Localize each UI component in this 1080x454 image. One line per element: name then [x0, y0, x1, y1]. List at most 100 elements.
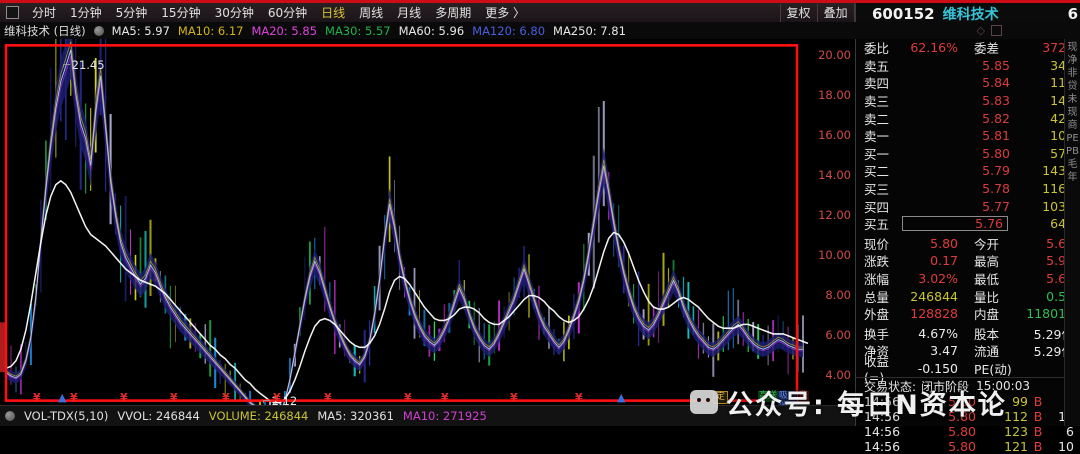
yuan-marker-icon[interactable]: ¥: [222, 391, 230, 404]
period-60min[interactable]: 60分钟: [267, 5, 308, 20]
ask-row-2[interactable]: 卖二 5.82 426: [856, 109, 1080, 127]
high-price-annotation: ⌐21.45: [62, 58, 105, 72]
tick-count: 6: [1066, 424, 1074, 440]
stock-code-tail: 6: [1067, 5, 1078, 23]
volume-value: VOLUME: 246844: [208, 409, 309, 423]
action-fuquan[interactable]: 复权: [779, 3, 817, 22]
bid-row-4[interactable]: 买四 5.77 1032: [856, 197, 1080, 215]
vol-indicator-name: VOL-TDX(5,10): [24, 409, 109, 423]
period-monthly[interactable]: 月线: [397, 5, 422, 20]
tick-volume: 112: [1004, 409, 1028, 425]
period-15min[interactable]: 15分钟: [161, 5, 201, 20]
extra-metrics-column[interactable]: 现 净 非 贷 未 现 商 PE PB 毛 年: [1064, 39, 1080, 426]
trade-status-label: 交易状态:: [864, 379, 917, 394]
stock-code: 600152: [872, 5, 935, 23]
candlestick-canvas[interactable]: [0, 39, 855, 426]
fundamental-value: -0.150: [917, 360, 958, 376]
bid-row-1[interactable]: 买一 5.80 571: [856, 145, 1080, 163]
stat-value: 246844: [910, 288, 958, 304]
period-multi[interactable]: 多周期: [435, 5, 472, 20]
yuan-marker-icon[interactable]: ¥: [404, 391, 412, 404]
vol-ma10: MA10: 271925: [402, 409, 487, 423]
period-daily[interactable]: 日线: [321, 5, 346, 20]
ask-price: 5.84: [982, 75, 1010, 91]
ma120-value: MA120: 6.80: [472, 23, 546, 38]
bid-price: 5.80: [982, 145, 1010, 161]
ask-price: 5.82: [982, 110, 1010, 126]
yuan-marker-icon[interactable]: ¥: [273, 391, 281, 404]
marker-badge-ding[interactable]: 定: [713, 391, 729, 404]
diamond-icon[interactable]: ◇: [976, 24, 985, 37]
yuan-marker-icon[interactable]: ¥: [70, 391, 78, 404]
period-button-group: 分时 1分钟 5分钟 15分钟 30分钟 60分钟 日线 周线 月线 多周期 更…: [0, 3, 532, 22]
yuan-marker-icon[interactable]: ¥: [33, 391, 41, 404]
tick-count: 10: [1058, 439, 1074, 454]
ask-row-4[interactable]: 卖四 5.84 117: [856, 74, 1080, 92]
fundamental-label: 股本: [974, 326, 1000, 342]
bid-row-5[interactable]: 买五 5.76 646: [856, 215, 1080, 233]
ma60-value: MA60: 5.96: [398, 23, 465, 38]
ask-row-3[interactable]: 卖三 5.83 144: [856, 92, 1080, 110]
stat-label: 涨幅: [864, 272, 890, 288]
dropdown-circle-icon[interactable]: [93, 25, 104, 36]
stat-label: 总量: [864, 289, 890, 305]
ask-price: 5.83: [982, 93, 1010, 109]
stat-label: 最高: [974, 254, 1000, 270]
bid-row-2[interactable]: 买二 5.79 1438: [856, 162, 1080, 180]
period-weekly[interactable]: 周线: [359, 5, 384, 20]
bid-label: 买三: [864, 182, 890, 198]
ask-label: 卖二: [864, 111, 890, 127]
yuan-marker-icon[interactable]: ¥: [575, 391, 583, 404]
yuan-marker-icon[interactable]: ¥: [441, 391, 449, 404]
stat-label: 今开: [974, 236, 1000, 252]
marker-badge-zhang[interactable]: 涨: [798, 391, 810, 402]
yuan-marker-icon[interactable]: ¥: [170, 391, 178, 404]
marker-badge-gaosong[interactable]: 高送: [758, 391, 779, 402]
bid-price: 5.79: [982, 163, 1010, 179]
fundamental-label: PE(动): [974, 361, 1012, 377]
checkbox-icon[interactable]: [6, 6, 19, 19]
tick-side: B: [1033, 394, 1043, 410]
stat-label: 最低: [974, 272, 1000, 288]
event-marker-strip: ¥ ▲ ¥ ¥ ¥ ¥ ¥ ¥ ¥ ¥ ¥ ¥ ▲ 定 高送 吸收 涨: [0, 390, 810, 413]
panel-icon[interactable]: [991, 25, 1002, 36]
ask-row-5[interactable]: 卖五 5.85 340: [856, 57, 1080, 75]
yuan-marker-icon[interactable]: ¥: [510, 391, 518, 404]
tick-price: 5.80: [948, 394, 976, 410]
ask-row-1[interactable]: 卖一 5.81 106: [856, 127, 1080, 145]
triangle-marker-icon[interactable]: ▲: [58, 391, 67, 404]
bid-row-3[interactable]: 买三 5.78 1169: [856, 180, 1080, 198]
period-fenshi[interactable]: 分时: [32, 5, 57, 20]
fundamental-row-turnover: 换手 4.67% 股本 5.29亿: [856, 325, 1080, 343]
fundamental-value: 3.47: [930, 343, 958, 359]
yuan-marker-icon[interactable]: ¥: [324, 391, 332, 404]
tick-price: 5.80: [948, 409, 976, 425]
tick-side: B: [1033, 424, 1043, 440]
action-diejia[interactable]: 叠加: [816, 3, 854, 22]
period-5min[interactable]: 5分钟: [115, 5, 148, 20]
stat-label: 涨跌: [864, 254, 890, 270]
volume-indicator-bar: VOL-TDX(5,10) VVOL: 246844 VOLUME: 24684…: [0, 405, 855, 426]
ask-price: 5.81: [982, 128, 1010, 144]
bid-price: 5.78: [982, 181, 1010, 197]
ma30-value: MA30: 5.57: [325, 23, 391, 38]
triangle-marker-icon[interactable]: ▲: [617, 391, 626, 404]
weicha-label: 委差: [974, 41, 1000, 57]
vol-ma5: MA5: 320361: [317, 409, 394, 423]
ask-price: 5.85: [982, 57, 1010, 73]
period-1min[interactable]: 1分钟: [70, 5, 102, 20]
fundamental-value: 5.29亿: [1033, 344, 1074, 360]
tick-volume: 99: [1012, 394, 1028, 410]
period-more[interactable]: 更多 〉: [485, 5, 526, 20]
stat-label: 外盘: [864, 307, 890, 323]
stat-label: 内盘: [974, 307, 1000, 323]
fundamental-label: 换手: [864, 326, 890, 342]
yuan-marker-icon[interactable]: ¥: [120, 391, 128, 404]
price-chart[interactable]: 20.00 18.00 16.00 14.00 12.00 10.00 8.00…: [0, 39, 855, 426]
ma-legend-bar: 维科技术 (日线) MA5: 5.97 MA10: 6.17 MA20: 5.8…: [0, 22, 1080, 39]
stock-identity[interactable]: 600152 维科技术 6: [855, 3, 1080, 25]
bid-label: 买一: [864, 146, 890, 162]
period-30min[interactable]: 30分钟: [214, 5, 254, 20]
dropdown-circle-icon[interactable]: [5, 411, 15, 421]
low-price-annotation: ⌐2.12: [262, 394, 298, 408]
